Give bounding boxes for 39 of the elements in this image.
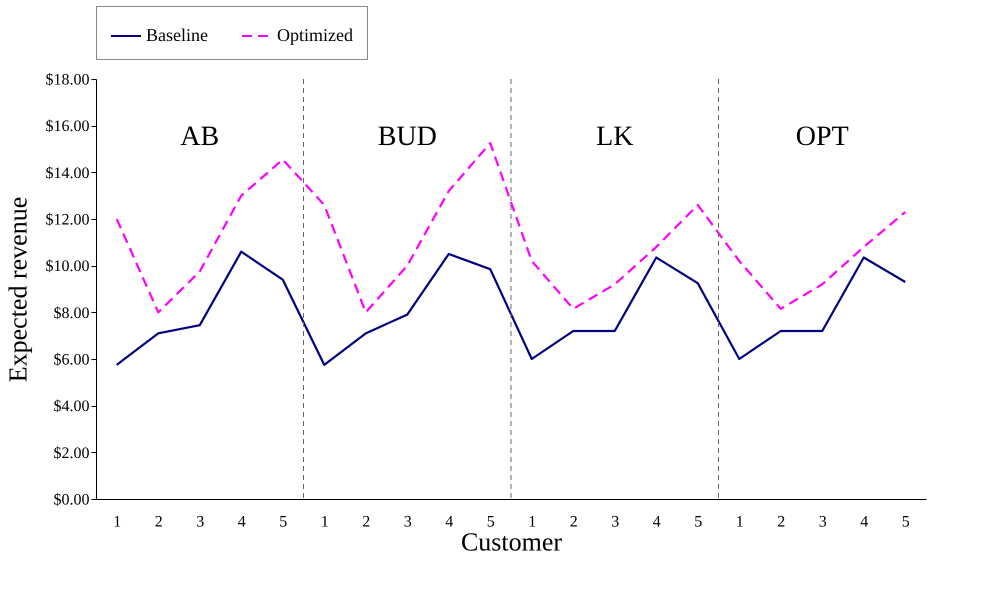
y-tick-label: $18.00 bbox=[46, 72, 90, 88]
y-tick-label: $4.00 bbox=[54, 398, 90, 416]
x-tick-label: 3 bbox=[196, 514, 204, 530]
legend-label: Baseline bbox=[146, 25, 208, 45]
x-tick-label: 4 bbox=[860, 514, 868, 530]
x-tick-label: 3 bbox=[611, 514, 620, 530]
x-tick-label: 4 bbox=[445, 514, 454, 530]
x-tick-label: 1 bbox=[320, 514, 329, 530]
y-tick-label: $12.00 bbox=[46, 212, 90, 228]
annotation: AB bbox=[180, 121, 220, 152]
x-tick-label: 2 bbox=[362, 514, 370, 530]
legend-label: Optimized bbox=[277, 25, 353, 45]
y-axis-title: Expected revenue bbox=[4, 196, 32, 382]
x-tick-label: 5 bbox=[694, 514, 702, 530]
line-series bbox=[116, 250, 906, 366]
y-tick-label: $2.00 bbox=[54, 444, 90, 462]
x-tick-label: 5 bbox=[902, 514, 910, 530]
x-tick-label: 1 bbox=[113, 514, 122, 530]
x-tick-label: 2 bbox=[777, 514, 786, 530]
x-tick-label: 5 bbox=[486, 514, 495, 530]
y-tick-label: $16.00 bbox=[46, 118, 90, 136]
y-tick-label: $8.00 bbox=[54, 304, 90, 322]
annotation: LK bbox=[596, 121, 634, 152]
x-tick-label: 4 bbox=[238, 514, 246, 530]
y-tick-label: $6.00 bbox=[54, 352, 90, 368]
x-tick-label: 1 bbox=[528, 514, 536, 530]
annotation: OPT bbox=[796, 121, 849, 152]
x-tick-label: 2 bbox=[570, 514, 578, 530]
annotation: BUD bbox=[378, 121, 437, 152]
x-tick-label: 5 bbox=[279, 514, 288, 530]
x-tick-label: 3 bbox=[818, 514, 827, 530]
x-tick-label: 4 bbox=[652, 514, 661, 530]
x-tick-label: 1 bbox=[736, 514, 744, 530]
x-tick-label: 3 bbox=[404, 514, 412, 530]
x-axis-title: Customer bbox=[460, 528, 562, 556]
y-tick-label: $10.00 bbox=[46, 258, 90, 276]
x-tick-label: 2 bbox=[154, 514, 163, 530]
y-tick-label: $0.00 bbox=[54, 492, 90, 508]
y-tick-label: $14.00 bbox=[46, 164, 90, 182]
